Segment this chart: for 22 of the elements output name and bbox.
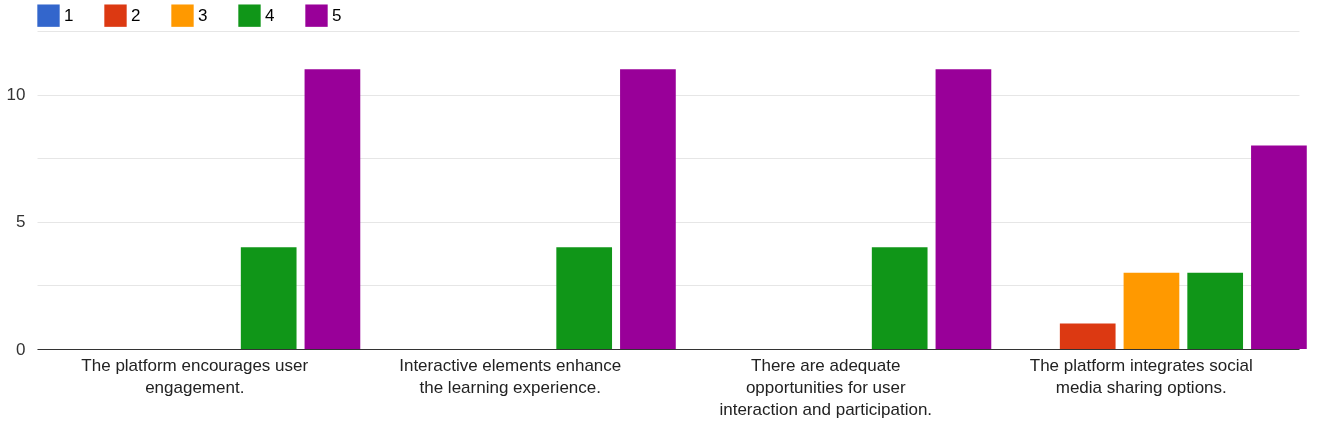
bar: [935, 69, 992, 349]
bar: [1059, 323, 1116, 349]
x-tick-label: Interactive elements enhance the learning experience.: [399, 355, 622, 397]
bar: [1187, 272, 1244, 349]
legend-label: 4: [265, 5, 275, 25]
x-tick-label: There are adequate opportunities for user interaction and participation.: [719, 355, 933, 419]
bar: [871, 247, 928, 349]
legend-label: 5: [332, 5, 342, 25]
y-tick-label: 0: [16, 339, 26, 359]
legend-label: 2: [131, 5, 141, 25]
legend-label: 1: [64, 5, 74, 25]
x-tick-label: The platform encourages user engagement.: [81, 355, 309, 397]
bar: [1123, 272, 1180, 349]
bar: [556, 247, 613, 349]
x-tick-label: The platform integrates social media sharing options.: [1029, 355, 1253, 397]
bar: [304, 69, 361, 349]
legend-label: 3: [198, 5, 208, 25]
y-tick-label: 10: [6, 85, 26, 105]
y-tick-label: 5: [16, 212, 26, 232]
bar: [1251, 145, 1307, 349]
bar: [620, 69, 676, 349]
bar: [240, 247, 297, 349]
